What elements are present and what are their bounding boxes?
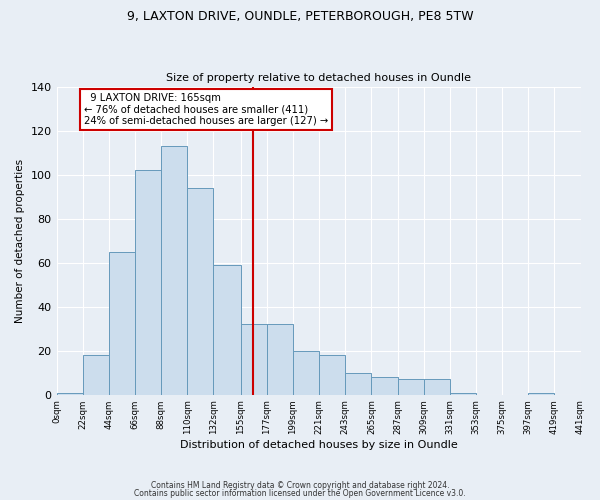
Y-axis label: Number of detached properties: Number of detached properties	[15, 158, 25, 322]
Text: Contains HM Land Registry data © Crown copyright and database right 2024.: Contains HM Land Registry data © Crown c…	[151, 481, 449, 490]
Bar	[109, 252, 135, 394]
Bar	[345, 372, 371, 394]
Text: Contains public sector information licensed under the Open Government Licence v3: Contains public sector information licen…	[134, 488, 466, 498]
Bar	[83, 355, 109, 395]
Bar	[241, 324, 267, 394]
Bar	[267, 324, 293, 394]
Bar	[293, 350, 319, 395]
Bar	[135, 170, 161, 394]
Bar	[161, 146, 187, 394]
Title: Size of property relative to detached houses in Oundle: Size of property relative to detached ho…	[166, 73, 471, 83]
Text: 9 LAXTON DRIVE: 165sqm
← 76% of detached houses are smaller (411)
24% of semi-de: 9 LAXTON DRIVE: 165sqm ← 76% of detached…	[84, 93, 328, 126]
Bar	[56, 392, 83, 394]
Text: 9, LAXTON DRIVE, OUNDLE, PETERBOROUGH, PE8 5TW: 9, LAXTON DRIVE, OUNDLE, PETERBOROUGH, P…	[127, 10, 473, 23]
Bar	[424, 380, 450, 394]
Bar	[187, 188, 214, 394]
X-axis label: Distribution of detached houses by size in Oundle: Distribution of detached houses by size …	[179, 440, 457, 450]
Bar	[371, 377, 398, 394]
Bar	[398, 380, 424, 394]
Bar	[528, 392, 554, 394]
Bar	[214, 265, 241, 394]
Bar	[319, 355, 345, 395]
Bar	[450, 392, 476, 394]
